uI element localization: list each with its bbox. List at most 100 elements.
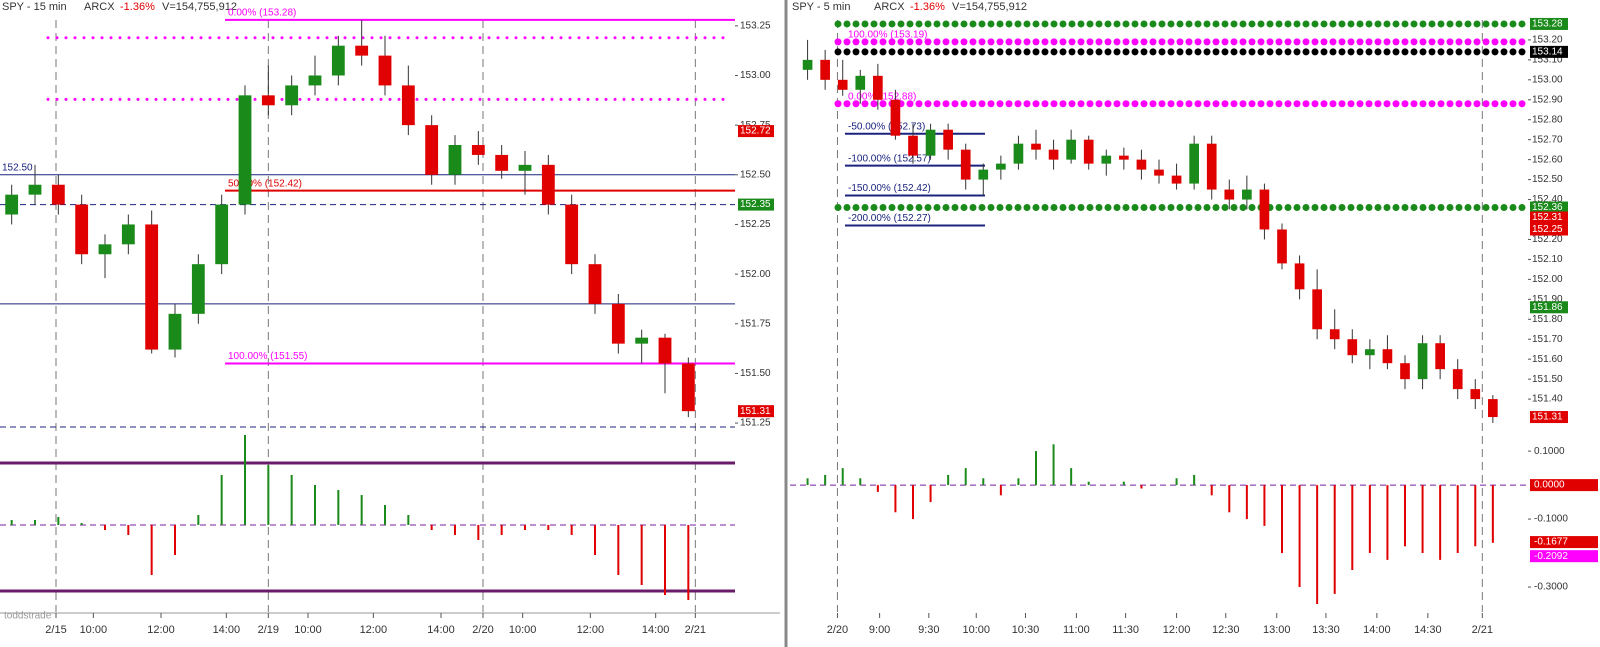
level-dot [1194,100,1202,108]
level-dot [960,204,968,212]
candle-body [1277,229,1287,264]
level-dot [1014,20,1022,28]
level-dot [433,36,437,40]
level-dot [217,97,221,101]
level-dot [55,97,59,101]
level-dot [1104,204,1112,212]
level-dot [852,100,860,108]
level-dot [442,36,446,40]
level-dot [226,36,230,40]
level-dot [1302,204,1310,212]
level-label: -50.00% (152.73) [848,121,925,132]
level-dot [1086,204,1094,212]
level-dot [397,97,401,101]
level-dot [1410,204,1418,212]
level-dot [1329,204,1337,212]
level-dot [996,100,1004,108]
level-dot [987,204,995,212]
level-dot [280,36,284,40]
level-dot [91,97,95,101]
candle-body [1119,155,1129,160]
level-dot [334,97,338,101]
level-dot [1419,38,1427,46]
level-dot [298,97,302,101]
level-dot [460,97,464,101]
level-dot [55,36,59,40]
level-dot [649,97,653,101]
level-dot [1518,100,1526,108]
level-dot [352,36,356,40]
y-tick-label: 151.75 [740,318,771,329]
x-tick-label: 10:30 [1012,624,1040,636]
level-dot [604,97,608,101]
candle-body [960,149,971,180]
level-dot [861,20,869,28]
level-dot [1419,48,1427,56]
level-dot [960,100,968,108]
level-dot [888,20,896,28]
level-dot [496,97,500,101]
x-tick-label: 14:00 [427,624,455,636]
level-dot [1212,38,1220,46]
level-dot [1293,204,1301,212]
level-dot [987,48,995,56]
candle-body [1171,175,1182,184]
level-dot [888,48,896,56]
level-dot [370,97,374,101]
level-dot [951,38,959,46]
level-dot [1248,204,1256,212]
candle-body [331,45,345,76]
price-tag [738,405,774,418]
level-dot [1194,20,1202,28]
level-dot [1473,48,1481,56]
level-dot [127,36,131,40]
level-dot [969,38,977,46]
x-tick-label: 9:00 [869,624,890,636]
level-dot [1032,204,1040,212]
level-dot [1122,204,1130,212]
candle-body [261,95,275,106]
level-dot [1356,48,1364,56]
level-dot [1374,38,1382,46]
level-dot [1005,48,1013,56]
level-dot [960,48,968,56]
level-dot [1203,48,1211,56]
level-dot [1383,100,1391,108]
level-dot [1239,20,1247,28]
candle-body [1189,143,1199,184]
level-dot [1239,48,1247,56]
level-dot [289,36,293,40]
x-tick-label: 14:30 [1414,624,1442,636]
x-tick-label: 10:00 [80,624,108,636]
level-dot [924,204,932,212]
level-dot [1068,38,1076,46]
level-dot [1059,48,1067,56]
y-tick-label: -0.1000 [1534,514,1568,525]
level-dot [1518,38,1526,46]
x-tick-label: 2/20 [827,624,848,636]
level-dot [906,100,914,108]
candle-body [121,224,135,245]
level-dot [879,38,887,46]
level-dot [613,36,617,40]
level-dot [834,48,842,56]
candle-body [978,169,989,180]
indicator-tag [1530,536,1598,549]
candle-body [1048,149,1059,160]
level-dot [1401,20,1409,28]
level-dot [703,36,707,40]
x-tick-label: 10:00 [294,624,322,636]
level-dot [942,48,950,56]
level-dot [1347,48,1355,56]
level-dot [1419,20,1427,28]
level-dot [1167,48,1175,56]
level-dot [1374,20,1382,28]
level-dot [145,36,149,40]
level-dot [1131,204,1139,212]
level-dot [1392,48,1400,56]
level-dot [568,97,572,101]
level-dot [676,97,680,101]
level-dot [1446,38,1454,46]
level-dot [415,36,419,40]
